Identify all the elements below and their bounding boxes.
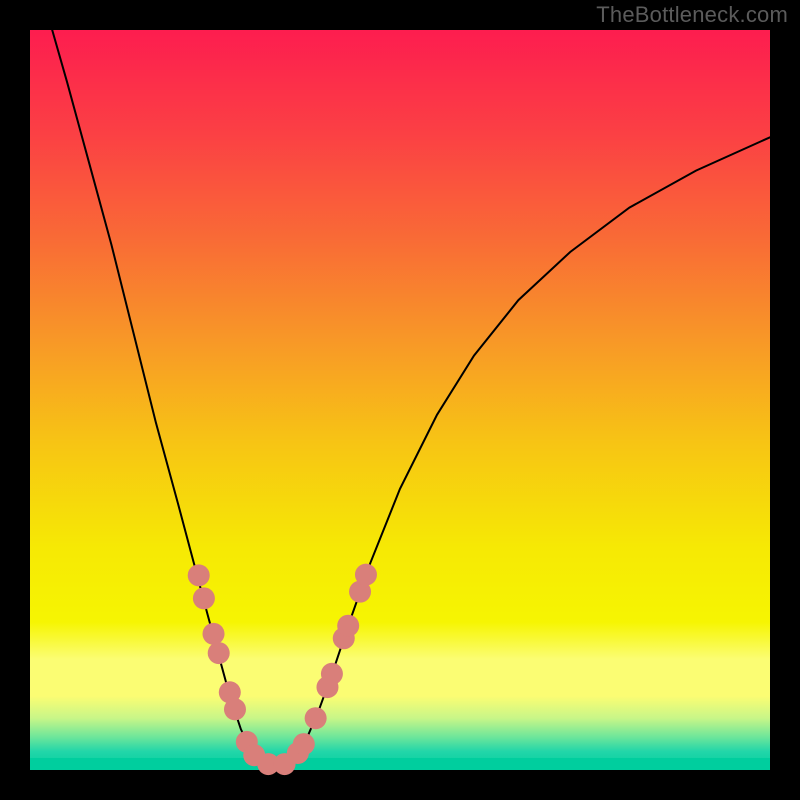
- bottleneck-chart: [0, 0, 800, 800]
- data-marker: [321, 663, 343, 685]
- chart-container: TheBottleneck.com: [0, 0, 800, 800]
- data-marker: [293, 733, 315, 755]
- plot-background: [30, 30, 770, 770]
- data-marker: [188, 564, 210, 586]
- data-marker: [203, 623, 225, 645]
- data-marker: [208, 642, 230, 664]
- watermark-label: TheBottleneck.com: [596, 2, 788, 28]
- data-marker: [355, 564, 377, 586]
- bottom-green-band: [30, 758, 770, 770]
- data-marker: [305, 707, 327, 729]
- data-marker: [337, 615, 359, 637]
- data-marker: [193, 587, 215, 609]
- data-marker: [224, 698, 246, 720]
